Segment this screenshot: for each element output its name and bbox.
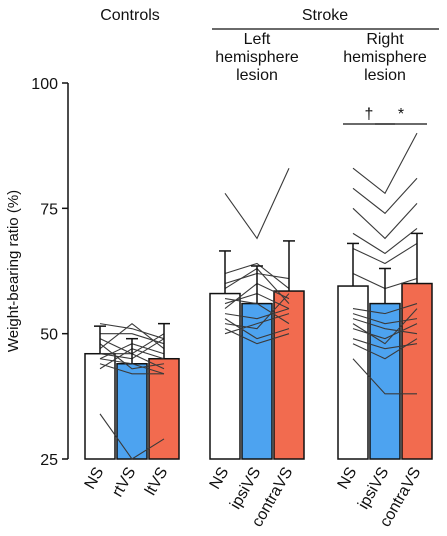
subject-line (352, 227, 418, 255)
y-tick-label: 100 (31, 76, 58, 93)
bar-contraVS (273, 290, 305, 460)
bar-NS (337, 285, 369, 460)
x-tick-label: ltVS (142, 465, 171, 499)
subject-line (224, 328, 290, 345)
subject-line (352, 177, 418, 215)
bar-contraVS (401, 282, 433, 460)
bars (84, 282, 433, 460)
group-labels: LefthemispherelesionRighthemispherelesio… (215, 31, 427, 84)
subject-line (352, 242, 418, 265)
group-label-line: Right (366, 31, 404, 48)
bar-NS (209, 292, 241, 460)
header-controls: Controls (100, 7, 160, 24)
group-label-line: hemisphere (343, 49, 427, 66)
header-stroke: Stroke (302, 7, 348, 24)
y-tick-label: 25 (40, 452, 58, 469)
group-label-line: hemisphere (215, 49, 299, 66)
subject-lines (99, 132, 418, 460)
x-tick-label: NS (335, 465, 361, 493)
significance-label: * (398, 106, 404, 123)
group-headers: Controls Stroke (100, 7, 439, 30)
subject-line (224, 308, 290, 320)
bar-ltVS (148, 357, 180, 460)
subject-line (224, 313, 290, 335)
y-tick-label: 75 (40, 201, 58, 218)
group-label-line: lesion (236, 67, 278, 84)
x-tick-label: rtVS (109, 465, 139, 500)
subject-line (224, 262, 290, 289)
subject-line (352, 308, 418, 345)
bar-ipsiVS (241, 302, 273, 460)
y-axis-label: Weight-bearing ratio (%) (5, 190, 22, 352)
subject-line (352, 358, 417, 395)
y-tick-label: 50 (40, 327, 58, 344)
subject-line (99, 323, 165, 340)
subject-line (352, 132, 418, 195)
bar-NS (84, 352, 116, 460)
subject-line (352, 318, 418, 335)
subject-line (99, 363, 164, 375)
subject-line (352, 323, 418, 340)
subject-line (352, 303, 418, 315)
significance-markers: † * (343, 106, 427, 125)
subject-line (352, 202, 418, 240)
y-axis: Weight-bearing ratio (%) 25 50 75 100 (5, 76, 69, 469)
subject-line (99, 413, 165, 460)
x-tick-label: NS (207, 465, 233, 493)
group-label-line: Left (244, 31, 271, 48)
group-label-line: lesion (364, 67, 406, 84)
error-bars (94, 232, 423, 364)
subject-line (224, 318, 290, 340)
significance-label: † (365, 106, 374, 123)
subject-line (352, 338, 418, 360)
subject-line (224, 167, 290, 240)
x-tick-label: NS (82, 465, 108, 493)
bar-ipsiVS (369, 302, 401, 460)
subject-line (99, 343, 165, 370)
